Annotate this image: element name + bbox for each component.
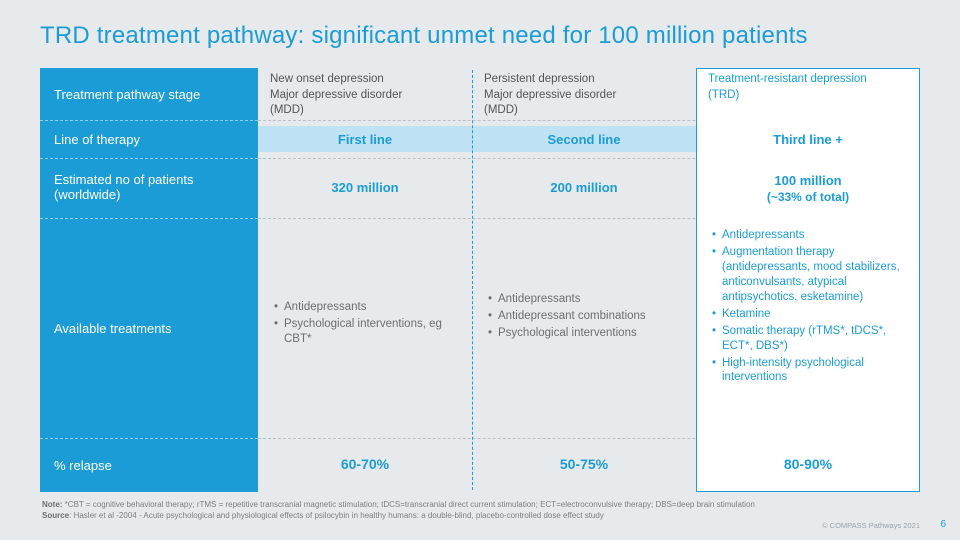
source-label: Source bbox=[42, 511, 69, 520]
stage-l1: Treatment-resistant depression bbox=[708, 73, 867, 85]
row-header-relapse: % relapse bbox=[40, 438, 258, 492]
stage-l3: (MDD) bbox=[270, 104, 304, 116]
row-header-patients-l2: (worldwide) bbox=[54, 187, 120, 202]
page-title: TRD treatment pathway: significant unmet… bbox=[40, 22, 808, 50]
stage-l2: Major depressive disorder bbox=[270, 89, 402, 101]
list-item: Augmentation therapy (antidepressants, m… bbox=[712, 245, 908, 305]
stage-l1: New onset depression bbox=[270, 73, 384, 85]
page-number: 6 bbox=[940, 519, 946, 530]
list-item: Antidepressants bbox=[712, 228, 908, 243]
list-item: Somatic therapy (rTMS*, tDCS*, ECT*, DBS… bbox=[712, 324, 908, 354]
source-text: : Hasler et al -2004 - Acute psychologic… bbox=[69, 511, 604, 520]
column-second-line: Persistent depression Major depressive d… bbox=[472, 68, 696, 492]
row-header-patients-l1: Estimated no of patients bbox=[54, 172, 193, 187]
line-label: Third line + bbox=[696, 126, 920, 152]
list-item: Antidepressant combinations bbox=[488, 309, 684, 324]
column-first-line: New onset depression Major depressive di… bbox=[258, 68, 472, 492]
stage-l1: Persistent depression bbox=[484, 73, 595, 85]
row-headers: Treatment pathway stage Line of therapy … bbox=[40, 68, 258, 492]
list-item: Psychological interventions, eg CBT* bbox=[274, 317, 460, 347]
list-item: Psychological interventions bbox=[488, 326, 684, 341]
relapse-value: 60-70% bbox=[258, 456, 472, 472]
list-item: High-intensity psychological interventio… bbox=[712, 356, 908, 386]
table-frame: Treatment pathway stage Line of therapy … bbox=[40, 68, 920, 492]
line-label: Second line bbox=[472, 126, 696, 152]
row-header-treatments: Available treatments bbox=[40, 218, 258, 438]
patients-main: 100 million bbox=[774, 173, 841, 188]
list-item: Antidepressants bbox=[488, 292, 684, 307]
patients-value: 100 million (~33% of total) bbox=[706, 172, 910, 204]
line-label: First line bbox=[258, 126, 472, 152]
stage-header: Treatment-resistant depression (TRD) bbox=[708, 72, 908, 103]
stage-l2: Major depressive disorder bbox=[484, 89, 616, 101]
note-text: *CBT = cognitive behavioral therapy; rTM… bbox=[62, 500, 754, 509]
treatments-list: Antidepressants Antidepressant combinati… bbox=[488, 292, 684, 343]
treatments-list: Antidepressants Augmentation therapy (an… bbox=[712, 228, 908, 387]
table-body: New onset depression Major depressive di… bbox=[258, 68, 920, 492]
treatments-list: Antidepressants Psychological interventi… bbox=[274, 300, 460, 349]
row-header-stage: Treatment pathway stage bbox=[40, 68, 258, 120]
note-label: Note: bbox=[42, 500, 62, 509]
stage-l2: (TRD) bbox=[708, 89, 739, 101]
patients-sub: (~33% of total) bbox=[706, 190, 910, 204]
stage-header: Persistent depression Major depressive d… bbox=[484, 72, 684, 119]
patients-value: 200 million bbox=[482, 180, 686, 195]
list-item: Antidepressants bbox=[274, 300, 460, 315]
row-header-patients: Estimated no of patients (worldwide) bbox=[40, 158, 258, 218]
column-third-line: Treatment-resistant depression (TRD) Thi… bbox=[696, 68, 920, 492]
copyright: © COMPASS Pathways 2021 bbox=[822, 521, 920, 530]
relapse-value: 80-90% bbox=[696, 456, 920, 472]
row-header-line: Line of therapy bbox=[40, 120, 258, 158]
list-item: Ketamine bbox=[712, 307, 908, 322]
footnote: Note: *CBT = cognitive behavioral therap… bbox=[42, 500, 918, 522]
patients-value: 320 million bbox=[268, 180, 462, 195]
stage-l3: (MDD) bbox=[484, 104, 518, 116]
relapse-value: 50-75% bbox=[472, 456, 696, 472]
stage-header: New onset depression Major depressive di… bbox=[270, 72, 460, 119]
